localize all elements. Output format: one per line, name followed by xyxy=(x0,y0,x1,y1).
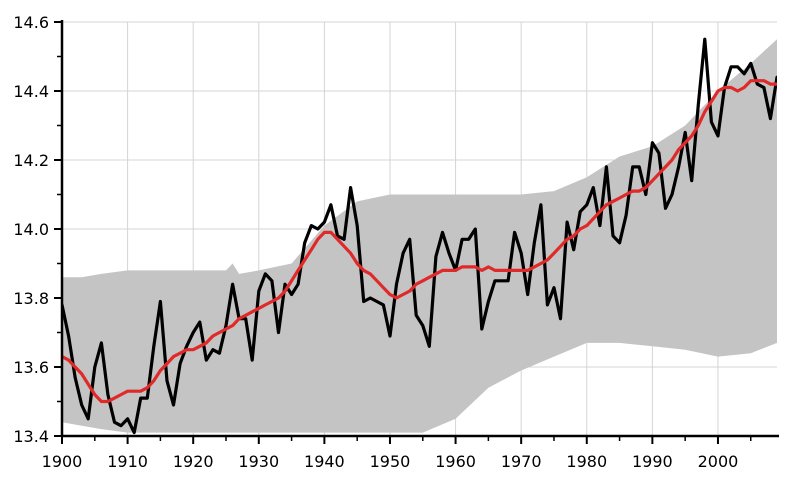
x-tick-label: 1920 xyxy=(173,452,214,471)
y-tick-label: 13.6 xyxy=(13,358,49,377)
x-tick-label: 1970 xyxy=(501,452,542,471)
y-tick-label: 13.4 xyxy=(13,427,49,446)
axes: 13.4 13.6 13.8 14.0 14.2 14.4 14.6 1900 1910 1920… xyxy=(13,13,779,471)
x-tick-label: 1910 xyxy=(107,452,148,471)
y-tick-label: 14.2 xyxy=(13,151,49,170)
x-tick-label: 1940 xyxy=(304,452,345,471)
x-tick-label: 1980 xyxy=(566,452,607,471)
series xyxy=(62,37,777,435)
y-tick-label: 14.4 xyxy=(13,82,49,101)
x-tick-label: 1960 xyxy=(435,452,476,471)
x-tick-label: 1900 xyxy=(42,452,83,471)
x-tick-label: 1930 xyxy=(238,452,279,471)
uncertainty-band xyxy=(62,39,777,433)
x-tick-label: 1990 xyxy=(632,452,673,471)
y-tick-label: 13.8 xyxy=(13,289,49,308)
smoothed-temperature-line xyxy=(62,79,777,404)
y-tick-label: 14.0 xyxy=(13,220,49,239)
uncertainty-band-area xyxy=(62,39,777,433)
x-tick-label: 1950 xyxy=(370,452,411,471)
y-tick-label: 14.6 xyxy=(13,13,49,32)
annual-temperature-line xyxy=(62,37,777,435)
x-tick-label: 2000 xyxy=(698,452,739,471)
